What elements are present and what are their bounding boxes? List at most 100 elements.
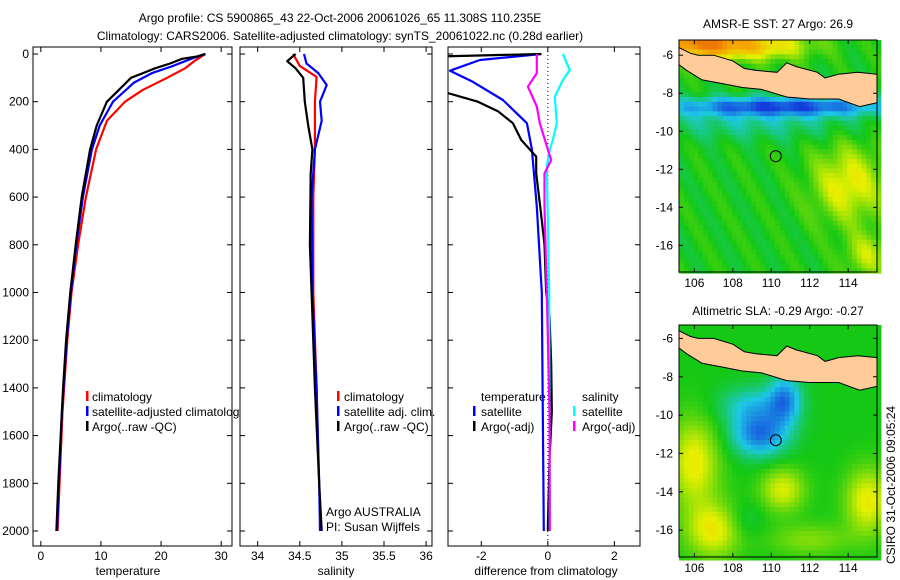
sla-map-cell bbox=[683, 545, 690, 551]
sst-map-cell bbox=[794, 130, 800, 136]
sst-map-cell bbox=[746, 111, 752, 117]
sst-map-cell bbox=[736, 239, 743, 246]
sla-map-cell bbox=[751, 540, 757, 547]
sst-map-cell bbox=[722, 97, 728, 103]
sst-map-cell bbox=[712, 268, 718, 274]
sla-map-cell bbox=[731, 502, 738, 508]
sla-map-cell bbox=[799, 516, 805, 523]
sst-map-cell bbox=[852, 135, 858, 141]
sla-map-cell bbox=[707, 425, 714, 432]
sla-map-cell bbox=[717, 468, 723, 475]
sla-map-cell bbox=[779, 344, 786, 350]
sla-map-cell bbox=[736, 387, 743, 393]
sla-map-cell bbox=[746, 392, 752, 398]
sst-map-cell bbox=[765, 40, 771, 46]
sla-map-cell bbox=[683, 416, 690, 422]
sst-map-cell bbox=[765, 253, 771, 260]
sla-map-cell bbox=[765, 401, 771, 408]
sst-map-cell bbox=[741, 106, 747, 112]
sst-map-cell bbox=[755, 168, 762, 174]
sla-map-cell bbox=[856, 540, 863, 547]
sla-map-cell bbox=[799, 329, 805, 336]
sla-map-cell bbox=[813, 507, 819, 513]
sla-map-cell bbox=[741, 440, 747, 446]
sst-map-cell bbox=[808, 120, 815, 127]
legend-label: satellite adj. clim. bbox=[344, 405, 435, 419]
sla-map-cell bbox=[794, 459, 800, 465]
sst-map-cell bbox=[779, 101, 786, 108]
sst-map-cell bbox=[784, 40, 791, 46]
sla-map-cell bbox=[688, 464, 694, 470]
sla-map-cell bbox=[775, 430, 781, 436]
sla-map-cell bbox=[688, 454, 694, 460]
sst-map-cell bbox=[871, 106, 877, 112]
sla-map-cell bbox=[712, 473, 718, 479]
sla-map-cell bbox=[707, 435, 714, 441]
sst-map-cell bbox=[765, 234, 771, 241]
sst-map-cell bbox=[804, 158, 810, 165]
sla-map-cell bbox=[871, 392, 877, 398]
sst-map-cell bbox=[727, 206, 733, 212]
sst-map-cell bbox=[727, 187, 733, 193]
sla-map-cell bbox=[847, 411, 853, 417]
sla-map-cell bbox=[722, 329, 728, 336]
sla-map-cell bbox=[703, 449, 709, 455]
sst-map-cell bbox=[760, 97, 767, 103]
sla-map-cell bbox=[727, 540, 733, 547]
sst-map-cell bbox=[693, 49, 699, 55]
sst-map-cell bbox=[751, 244, 757, 250]
sst-map-cell bbox=[727, 201, 733, 207]
sla-map-cell bbox=[876, 411, 882, 417]
sla-map-cell bbox=[876, 459, 882, 465]
sst-map-cell bbox=[794, 101, 800, 108]
sst-map-cell bbox=[746, 135, 752, 141]
sla-map-cell bbox=[746, 449, 752, 455]
sst-map-cell bbox=[866, 120, 872, 127]
sst-map-cell bbox=[818, 139, 824, 146]
sla-map-cell bbox=[847, 531, 853, 537]
sla-map-cell bbox=[693, 545, 699, 551]
sla-map-cell bbox=[828, 435, 834, 441]
legend-label: Argo(..raw -QC) bbox=[92, 420, 177, 434]
sst-map-cell bbox=[698, 201, 704, 207]
sst-map-cell bbox=[698, 130, 704, 136]
sla-map-cell bbox=[741, 459, 747, 465]
sst-map-cell bbox=[847, 139, 853, 146]
annotation-institution: Argo AUSTRALIA bbox=[326, 505, 421, 519]
sst-map-cell bbox=[871, 168, 877, 174]
sla-map-cell bbox=[688, 526, 694, 532]
sla-map-cell bbox=[722, 372, 728, 379]
sst-map-cell bbox=[746, 220, 752, 227]
sst-map-cell bbox=[856, 187, 863, 193]
legend-swatch-temp-argo bbox=[473, 421, 476, 431]
sla-map-cell bbox=[717, 329, 723, 336]
sst-map-cell bbox=[799, 111, 805, 117]
sst-map-cell bbox=[876, 249, 882, 255]
sla-map-cell bbox=[789, 555, 795, 561]
sst-map-cell bbox=[683, 263, 690, 269]
sla-map-cell bbox=[794, 344, 800, 350]
sla-map-cell bbox=[693, 459, 699, 465]
sst-map-cell bbox=[712, 192, 718, 198]
sst-map-cell bbox=[722, 249, 728, 255]
sla-map-cell bbox=[837, 334, 843, 340]
sla-map-cell bbox=[679, 478, 685, 484]
sst-map-cell bbox=[746, 92, 752, 98]
sst-map-cell bbox=[698, 215, 704, 222]
sst-map-cell bbox=[813, 230, 819, 236]
sst-map-cell bbox=[765, 144, 771, 150]
sst-map-cell bbox=[731, 106, 738, 112]
sla-map-cell bbox=[842, 516, 848, 523]
sla-map-cell bbox=[679, 511, 685, 518]
sst-map-cell bbox=[789, 125, 795, 131]
sla-map-cell bbox=[808, 387, 815, 393]
sst-map-cell bbox=[765, 116, 771, 122]
sla-map-cell bbox=[679, 497, 685, 503]
sla-map-cell bbox=[842, 420, 848, 427]
sla-map-cell bbox=[823, 349, 829, 355]
sla-map-cell bbox=[746, 459, 752, 465]
sst-map-cell bbox=[837, 59, 843, 65]
sst-map-cell bbox=[683, 92, 690, 98]
difference-panel: -2 0 2 bbox=[447, 46, 641, 563]
sst-map-cell bbox=[698, 177, 704, 184]
